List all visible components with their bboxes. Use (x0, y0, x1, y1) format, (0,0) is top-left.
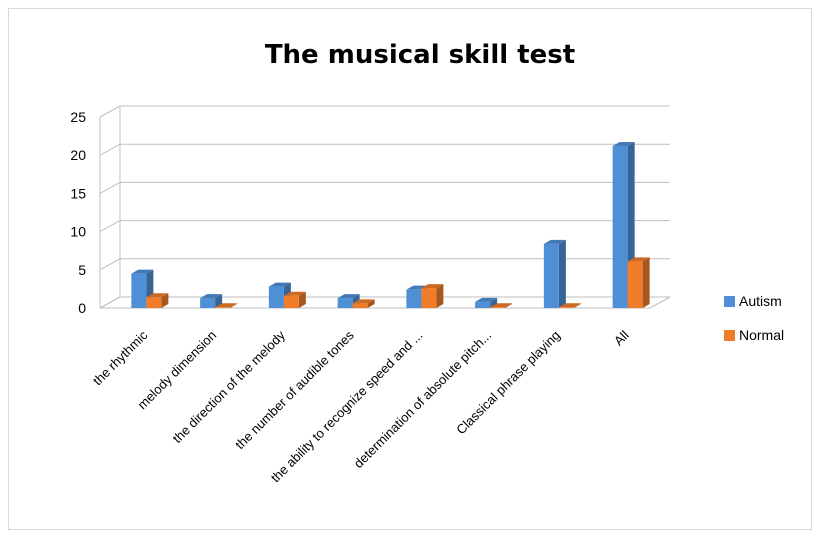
y-tick-label: 15 (70, 185, 86, 201)
bar-normal-side (367, 299, 375, 308)
bar-normal-top (421, 284, 444, 289)
bar-autism-top (543, 239, 566, 244)
bar-normal (352, 303, 368, 308)
x-category-label: the direction of the melody (170, 327, 289, 446)
bar-normal-side (505, 303, 513, 308)
gridline (99, 181, 670, 194)
y-tick-label: 5 (78, 262, 86, 278)
chart-floor (99, 296, 671, 309)
bar-autism (475, 301, 491, 308)
x-category-label: determination of absolute pitch... (351, 328, 494, 471)
bar-autism (268, 286, 284, 308)
gridline (99, 143, 670, 156)
bar-normal (421, 288, 437, 308)
legend-item-normal: Normal (724, 324, 784, 346)
bar-normal (283, 295, 299, 308)
x-category-label: the number of audible tones (232, 327, 357, 452)
bar-normal-side (573, 303, 581, 308)
bar-autism (200, 298, 216, 308)
chart-title: The musical skill test (264, 40, 576, 70)
bar-autism (406, 289, 422, 308)
bar-normal (627, 261, 643, 308)
bar-normal-top (215, 303, 238, 308)
bar-normal-side (642, 257, 650, 308)
x-category-label: the rhythmic (90, 327, 151, 388)
bar-normal (490, 307, 506, 308)
bar-autism-side (490, 297, 498, 308)
gridline (99, 296, 670, 309)
bar-normal-top (352, 299, 375, 304)
bar-autism-top (337, 294, 360, 299)
y-tick-label: 0 (78, 300, 86, 316)
bar-normal-side (436, 284, 444, 308)
bar-autism-top (475, 297, 498, 302)
legend-label-autism: Autism (739, 293, 782, 309)
bar-normal (146, 297, 162, 308)
gridline (99, 220, 670, 233)
bar-normal-side (161, 293, 169, 308)
bar-autism (612, 146, 628, 308)
x-category-label: All (611, 327, 632, 348)
bar-autism-top (268, 282, 291, 287)
chart-legend: Autism Normal (724, 290, 784, 358)
legend-swatch-autism (724, 295, 735, 307)
legend-label-normal: Normal (739, 327, 785, 343)
legend-swatch-normal (724, 329, 735, 341)
legend-item-autism: Autism (724, 290, 784, 312)
x-category-label: the ability to recognize speed and ... (268, 328, 426, 486)
bar-autism-side (558, 239, 566, 308)
gridline (99, 105, 670, 118)
bar-autism (543, 243, 559, 308)
bar-autism-top (200, 294, 223, 299)
bar-normal-top (558, 303, 581, 308)
bar-normal-side (230, 303, 238, 308)
chart-frame (8, 8, 812, 530)
y-tick-label: 20 (70, 147, 86, 163)
bar-autism-top (612, 142, 635, 147)
bar-normal-top (283, 291, 306, 296)
bar-autism-top (131, 269, 154, 274)
bar-normal-side (298, 291, 306, 308)
gridline (99, 258, 670, 271)
bar-normal-top (627, 257, 650, 262)
bar-autism (337, 298, 353, 308)
bar-normal (215, 307, 231, 308)
bar-normal (558, 307, 574, 308)
y-tick-label: 25 (70, 109, 86, 125)
bar-autism (131, 273, 147, 308)
bar-normal-top (490, 303, 513, 308)
bar-normal-top (146, 293, 169, 298)
y-tick-label: 10 (70, 224, 86, 240)
